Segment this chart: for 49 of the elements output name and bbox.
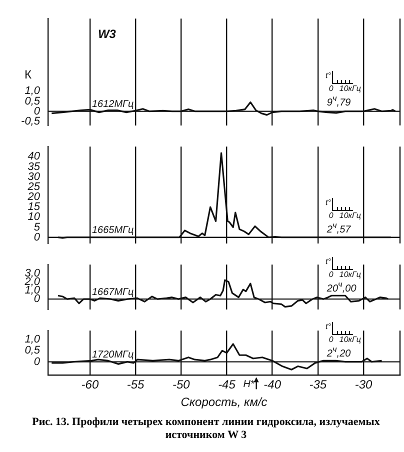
y-tick-label: 20 (26, 191, 41, 204)
x-tick-label: -55 (126, 378, 145, 392)
y-tick-label: 10 (28, 211, 41, 224)
annotation: 10кГц (339, 270, 361, 279)
x-tick-label: -30 (354, 378, 373, 392)
y-tick-label: 0 (34, 356, 41, 368)
annotation: 9$^{ч}$,79 (326, 93, 352, 109)
annotation: 0 (328, 211, 334, 220)
y-tick-label: 35 (28, 160, 41, 173)
y-axis-title: К (24, 67, 32, 82)
annotation: 10кГц (339, 211, 361, 220)
y-tick-label: 40 (28, 150, 41, 163)
x-tick-label: -45 (218, 378, 236, 392)
annotation: 10кГц (339, 84, 361, 94)
y-tick-label: 0,5 (24, 344, 41, 357)
x-tick-label: -60 (81, 378, 99, 392)
text: H* (243, 378, 256, 390)
y-tick-label: 25 (26, 180, 41, 193)
y-tick-label: 0 (34, 293, 41, 306)
annotation: 1612МГц (92, 99, 134, 110)
y-tick-label: 15 (28, 201, 41, 214)
y-tick-label: 0 (34, 105, 41, 118)
annotation: t° (324, 71, 331, 80)
x-tick-label: -50 (172, 378, 190, 392)
annotation: 2$^{ч}$,57 (326, 220, 352, 236)
annotation: t° (324, 256, 331, 266)
annotation: 1667МГц (92, 286, 134, 298)
y-tick-label: 1,0 (24, 85, 41, 98)
annotation: 2$^{ч}$,20 (326, 344, 351, 360)
annotation: 1720МГц (92, 350, 134, 361)
annotation: t° (324, 322, 331, 331)
annotation: 0 (328, 84, 334, 94)
y-tick-label: 1,0 (24, 334, 41, 346)
annotation: 0 (328, 334, 334, 344)
annotation: 1665МГц (92, 225, 134, 236)
annotation: 20$^{ч}$,00 (326, 278, 356, 294)
text: Рис. 13. Профили четырех компонент линии гидроксила, излучаемых источником W 3 (31, 415, 381, 442)
x-tick-label: -35 (309, 378, 327, 392)
y-tick-label: 5 (34, 221, 41, 234)
text: W3 (98, 26, 116, 41)
y-tick-label: 0,5 (24, 95, 41, 108)
annotation: 0 (328, 270, 334, 279)
annotation: t° (324, 198, 331, 208)
y-tick-label: 30 (28, 170, 41, 183)
annotation: 10кГц (339, 334, 361, 344)
y-tick-label: -0,5 (21, 115, 41, 128)
y-tick-label: 0 (34, 231, 41, 244)
x-axis-title: Скорость, км/с (180, 395, 268, 410)
x-tick-label: -40 (264, 378, 282, 392)
